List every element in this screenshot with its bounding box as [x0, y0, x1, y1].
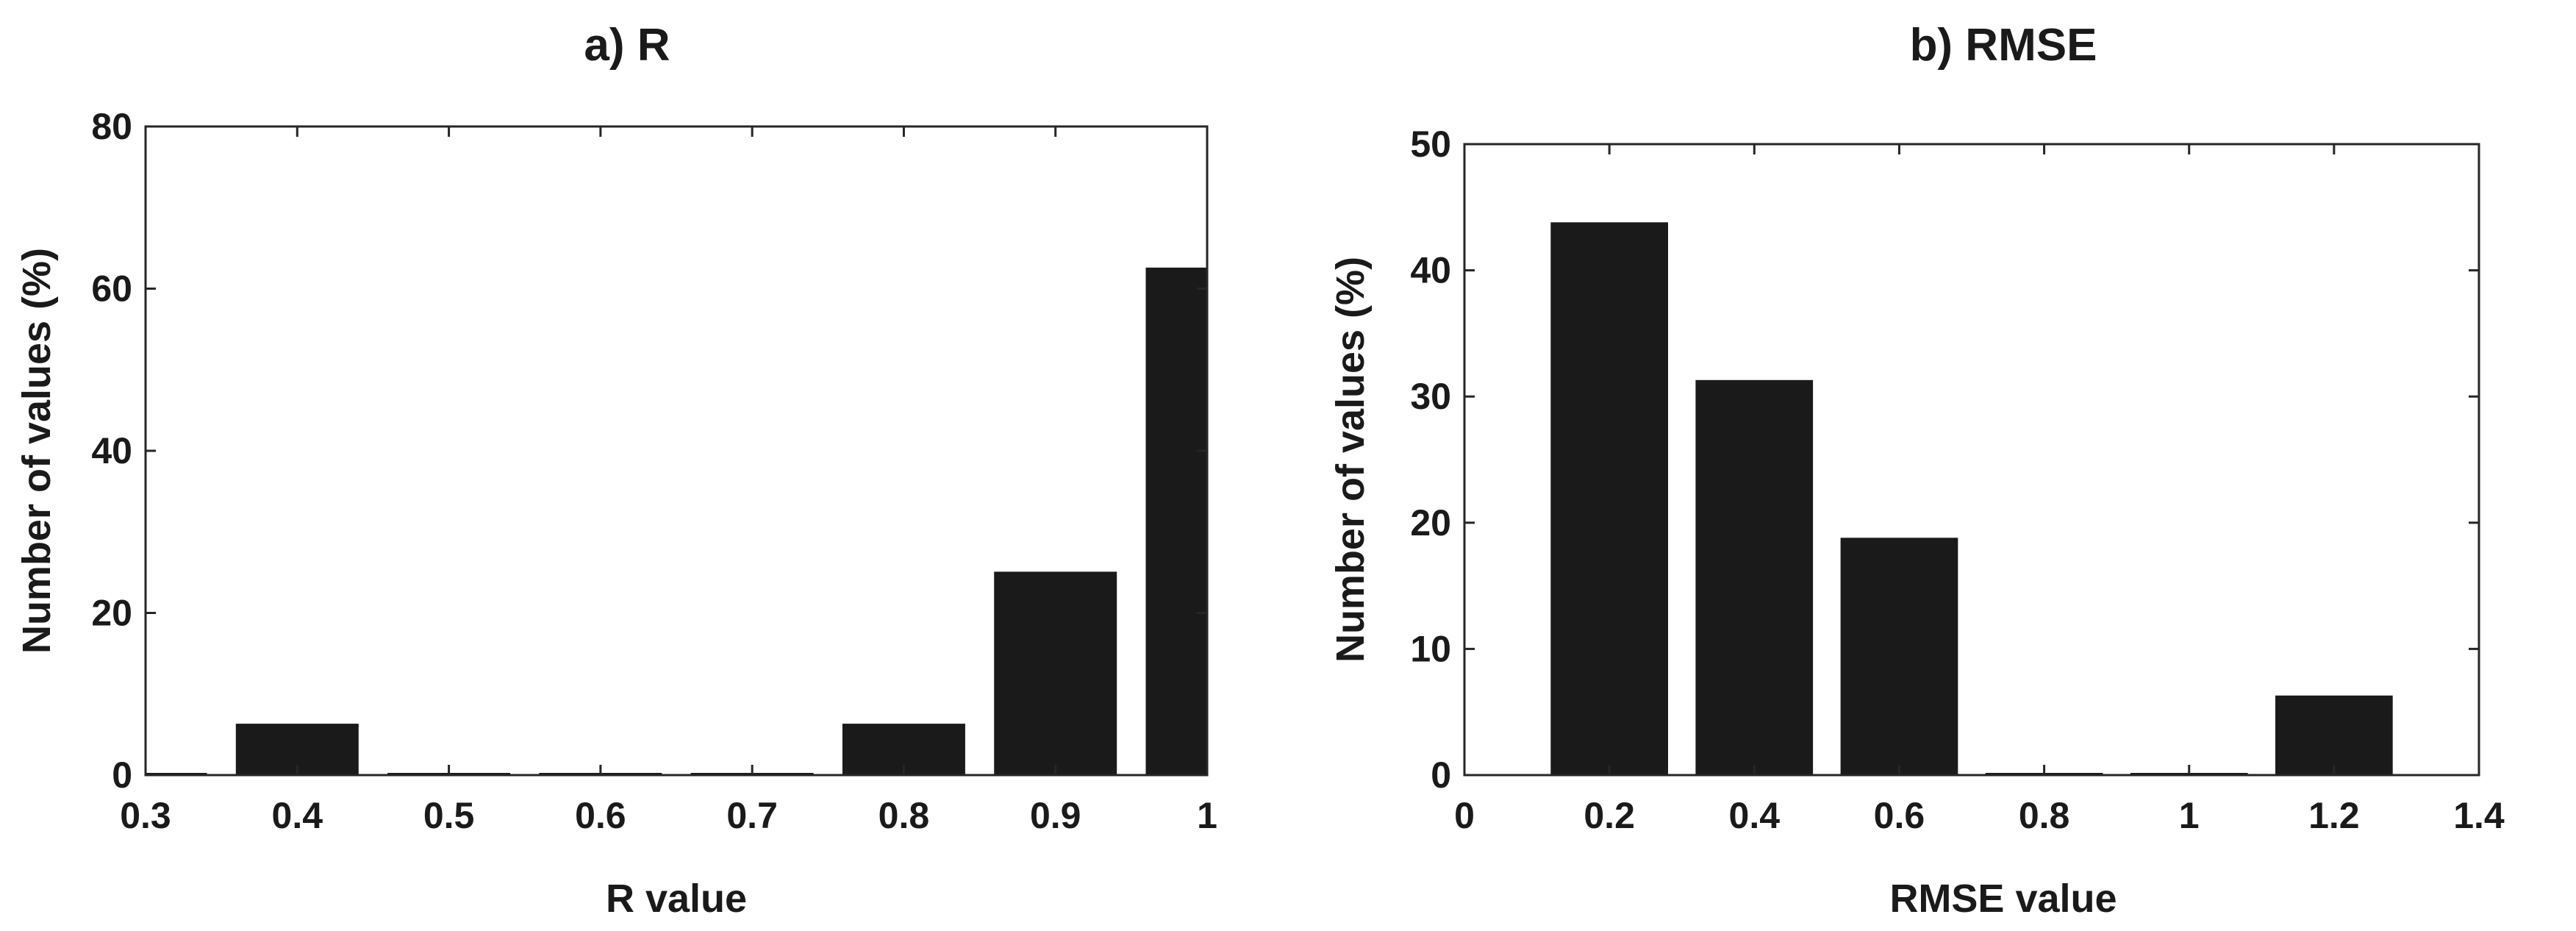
- y-tick-label: 80: [91, 106, 132, 147]
- y-axis-ticks: 0 20 40 60 80: [91, 106, 1207, 796]
- bar: [2275, 695, 2393, 777]
- y-tick-label: 20: [1410, 502, 1451, 543]
- x-tick-label: 0.5: [423, 795, 475, 836]
- bar: [1695, 379, 1814, 777]
- y-tick-label: 50: [1410, 124, 1451, 165]
- chart-title: b) RMSE: [1910, 20, 2097, 71]
- y-tick-label: 40: [91, 430, 132, 471]
- y-axis-label: Number of values (%): [15, 248, 59, 654]
- y-tick-label: 0: [1431, 755, 1451, 796]
- x-axis-label: R value: [606, 877, 747, 921]
- x-axis-label: RMSE value: [1889, 877, 2117, 921]
- x-axis-ticks: 0.3 0.4 0.5 0.6 0.7 0.8 0.9 1: [120, 126, 1217, 836]
- y-tick-label: 30: [1410, 376, 1451, 417]
- y-axis-ticks: 0 10 20 30 40 50: [1410, 124, 2479, 796]
- x-tick-label: 0.6: [1874, 795, 1925, 836]
- x-tick-label: 0.8: [879, 795, 930, 836]
- x-tick-label: 1.4: [2453, 795, 2505, 836]
- x-tick-label: 1.2: [2308, 795, 2360, 836]
- axes-frame: [1463, 143, 2480, 777]
- bar: [1840, 538, 1958, 777]
- y-tick-label: 60: [91, 268, 132, 310]
- x-tick-label: 1: [1197, 795, 1217, 836]
- y-tick-label: 20: [91, 593, 132, 634]
- x-tick-label: 0: [1454, 795, 1475, 836]
- chart-panel-r: a) R 0.3 0.4 0.5 0.6 0.7 0.8 0.9 1 0 20 40 60 80 R …: [15, 20, 1217, 921]
- bar-group: [1550, 222, 2393, 777]
- chart-panel-rmse: b) RMSE 0 0.2 0.4 0.6 0.8 1 1.2 1.4 0 10 20 30 40 50…: [1328, 20, 2505, 921]
- y-tick-label: 40: [1410, 250, 1451, 291]
- bar-group: [145, 267, 1208, 777]
- x-tick-label: 0.4: [272, 795, 323, 836]
- x-tick-label: 0.9: [1030, 795, 1081, 836]
- y-tick-label: 0: [112, 755, 132, 796]
- x-tick-label: 0.3: [120, 795, 171, 836]
- x-tick-label: 0.6: [575, 795, 626, 836]
- bar: [994, 571, 1117, 777]
- x-tick-label: 0.4: [1729, 795, 1781, 836]
- x-tick-label: 0.8: [2019, 795, 2070, 836]
- y-axis-label: Number of values (%): [1328, 257, 1373, 663]
- bar: [1145, 267, 1208, 776]
- x-tick-label: 1: [2179, 795, 2200, 836]
- x-tick-label: 0.7: [726, 795, 778, 836]
- bar: [1550, 222, 1669, 777]
- x-axis-ticks: 0 0.2 0.4 0.6 0.8 1 1.2 1.4: [1454, 144, 2505, 836]
- chart-title: a) R: [584, 20, 670, 71]
- x-tick-label: 0.2: [1584, 795, 1635, 836]
- y-tick-label: 10: [1410, 628, 1451, 669]
